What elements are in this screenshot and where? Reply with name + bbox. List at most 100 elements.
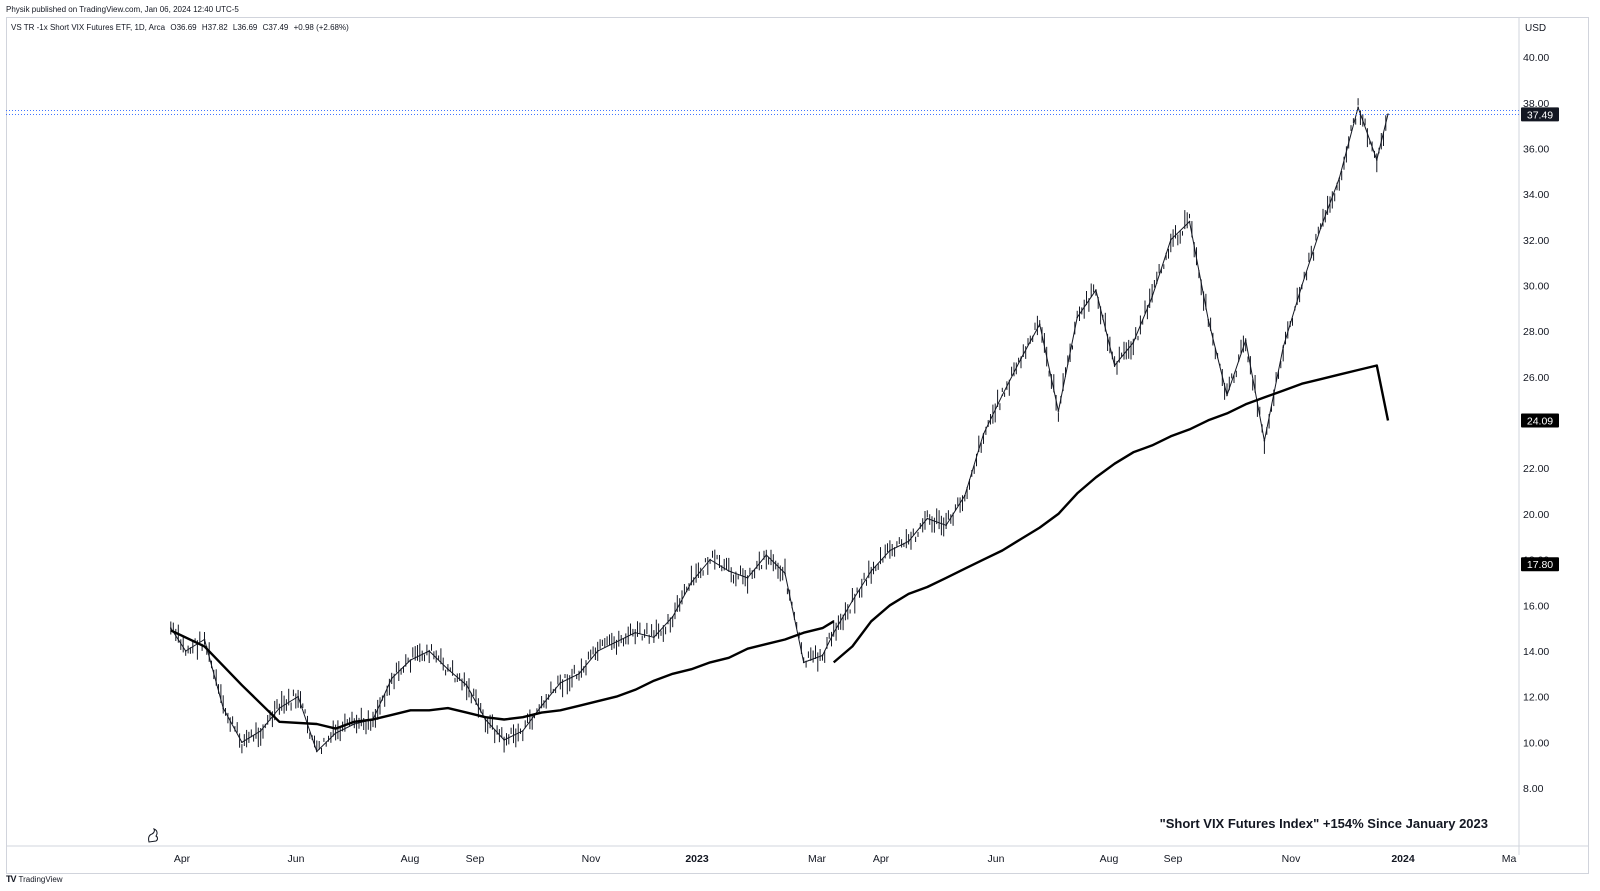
price-point [1076,316,1078,319]
price-point [851,599,854,602]
price-point [1282,346,1284,349]
price-tick-label: 14.00 [1523,646,1549,658]
price-point [821,654,824,657]
price-point [559,682,562,684]
price-label-last-bg [1521,107,1559,122]
time-tick-label: Sep [1164,853,1183,865]
price-point [746,577,749,579]
price-point [1132,341,1135,344]
price-point [907,540,910,543]
price-tick-label: 38.00 [1523,98,1549,110]
price-series-line [170,105,1389,753]
price-tick-label: 34.00 [1523,189,1549,201]
price-point [964,494,966,497]
price-point [409,659,412,661]
price-point [728,570,730,572]
price-point [447,668,449,670]
price-point [690,581,693,584]
price-tick-label: 32.00 [1523,235,1549,247]
price-scale[interactable]: USD8.0010.0012.0014.0016.0018.0020.0022.… [1523,23,1549,795]
published-by-text: Physik published on TradingView.com, Jan… [6,5,239,14]
price-tick-label: 28.00 [1523,326,1549,338]
price-point [1207,319,1210,321]
price-point [1226,394,1228,397]
price-point [297,695,299,698]
price-point [634,631,636,634]
price-tick-label: 16.00 [1523,600,1549,612]
currency-label: USD [1525,23,1546,34]
price-point [1170,239,1172,241]
price-point [802,661,805,664]
price-point [1113,364,1116,367]
price-point [671,615,674,618]
time-tick-label: Sep [466,853,485,865]
time-tick-label: Apr [873,853,890,865]
price-point [1319,227,1322,230]
price-point [259,730,262,732]
time-axis[interactable]: Apr Jun Aug Sep Nov 2023 Mar Apr Jun Aug Sep Nov 202… [174,853,1517,865]
tradingview-logo-icon: TV [6,874,16,884]
price-label-ma-fast-bg [1521,413,1559,428]
moving-average-layer [170,364,1390,730]
price-point [926,517,929,520]
footer: TV TradingView [6,874,63,884]
price-point [1338,177,1341,179]
price-point [709,558,711,561]
price-point [596,650,599,652]
price-point [1387,113,1389,115]
time-tick-label: Jun [988,853,1005,865]
ohlc-low: L36.69 [232,23,258,32]
price-point [832,631,835,634]
time-tick-label: 2024 [1391,853,1415,865]
ma-fast-line [832,364,1390,664]
price-point [1038,323,1041,326]
symbol-name: VS TR -1x Short VIX Futures ETF, 1D, Arc… [11,23,166,32]
price-labels: 37.49 24.09 17.80 [6,107,1559,572]
price-point [334,732,337,734]
price-tick-label: 20.00 [1523,509,1549,521]
price-point [765,554,768,556]
price-tick-label: 26.00 [1523,372,1549,384]
price-point [241,741,243,744]
price-point [316,750,318,753]
price-point [184,650,187,652]
ohlc-close: C37.49 [262,23,289,32]
price-point [982,433,985,435]
chart-pane[interactable] [6,17,1589,874]
price-tick-label: 12.00 [1523,692,1549,704]
symbol-legend[interactable]: VS TR -1x Short VIX Futures ETF, 1D, Arc… [11,23,352,32]
time-tick-label: Nov [582,853,601,865]
time-tick-label: Nov [1282,853,1301,865]
price-point [653,636,655,639]
time-tick-label: Mar [808,853,827,865]
price-point [484,718,487,721]
time-tick-label: Apr [174,853,191,865]
chart-annotation: "Short VIX Futures Index" +154% Since Ja… [1159,816,1488,831]
price-point [503,739,505,741]
price-point [203,638,206,641]
price-point [1263,440,1266,442]
price-tick-label: 8.00 [1523,783,1544,795]
price-point [784,572,786,575]
price-tick-label: 22.00 [1523,463,1549,475]
price-tick-label: 36.00 [1523,144,1549,156]
price-label-ma-slow-bg [1521,557,1559,572]
price-point [1357,106,1359,109]
time-tick-label: 2023 [685,853,709,865]
price-label-ma-fast: 24.09 [1527,416,1553,428]
time-tick-label: Aug [401,853,420,865]
price-point [1057,410,1060,412]
price-point [1301,284,1303,287]
price-point [1020,357,1022,360]
price-point [428,650,431,652]
ohlc-change: +0.98 (+2.68%) [293,23,349,32]
price-point [889,549,891,552]
price-point [1001,394,1004,397]
price-point [870,570,872,572]
price-label-last: 37.49 [1527,109,1553,121]
price-point [222,707,224,709]
price-point [1244,339,1247,342]
price-tick-label: 30.00 [1523,281,1549,293]
price-series-layer [170,98,1389,754]
